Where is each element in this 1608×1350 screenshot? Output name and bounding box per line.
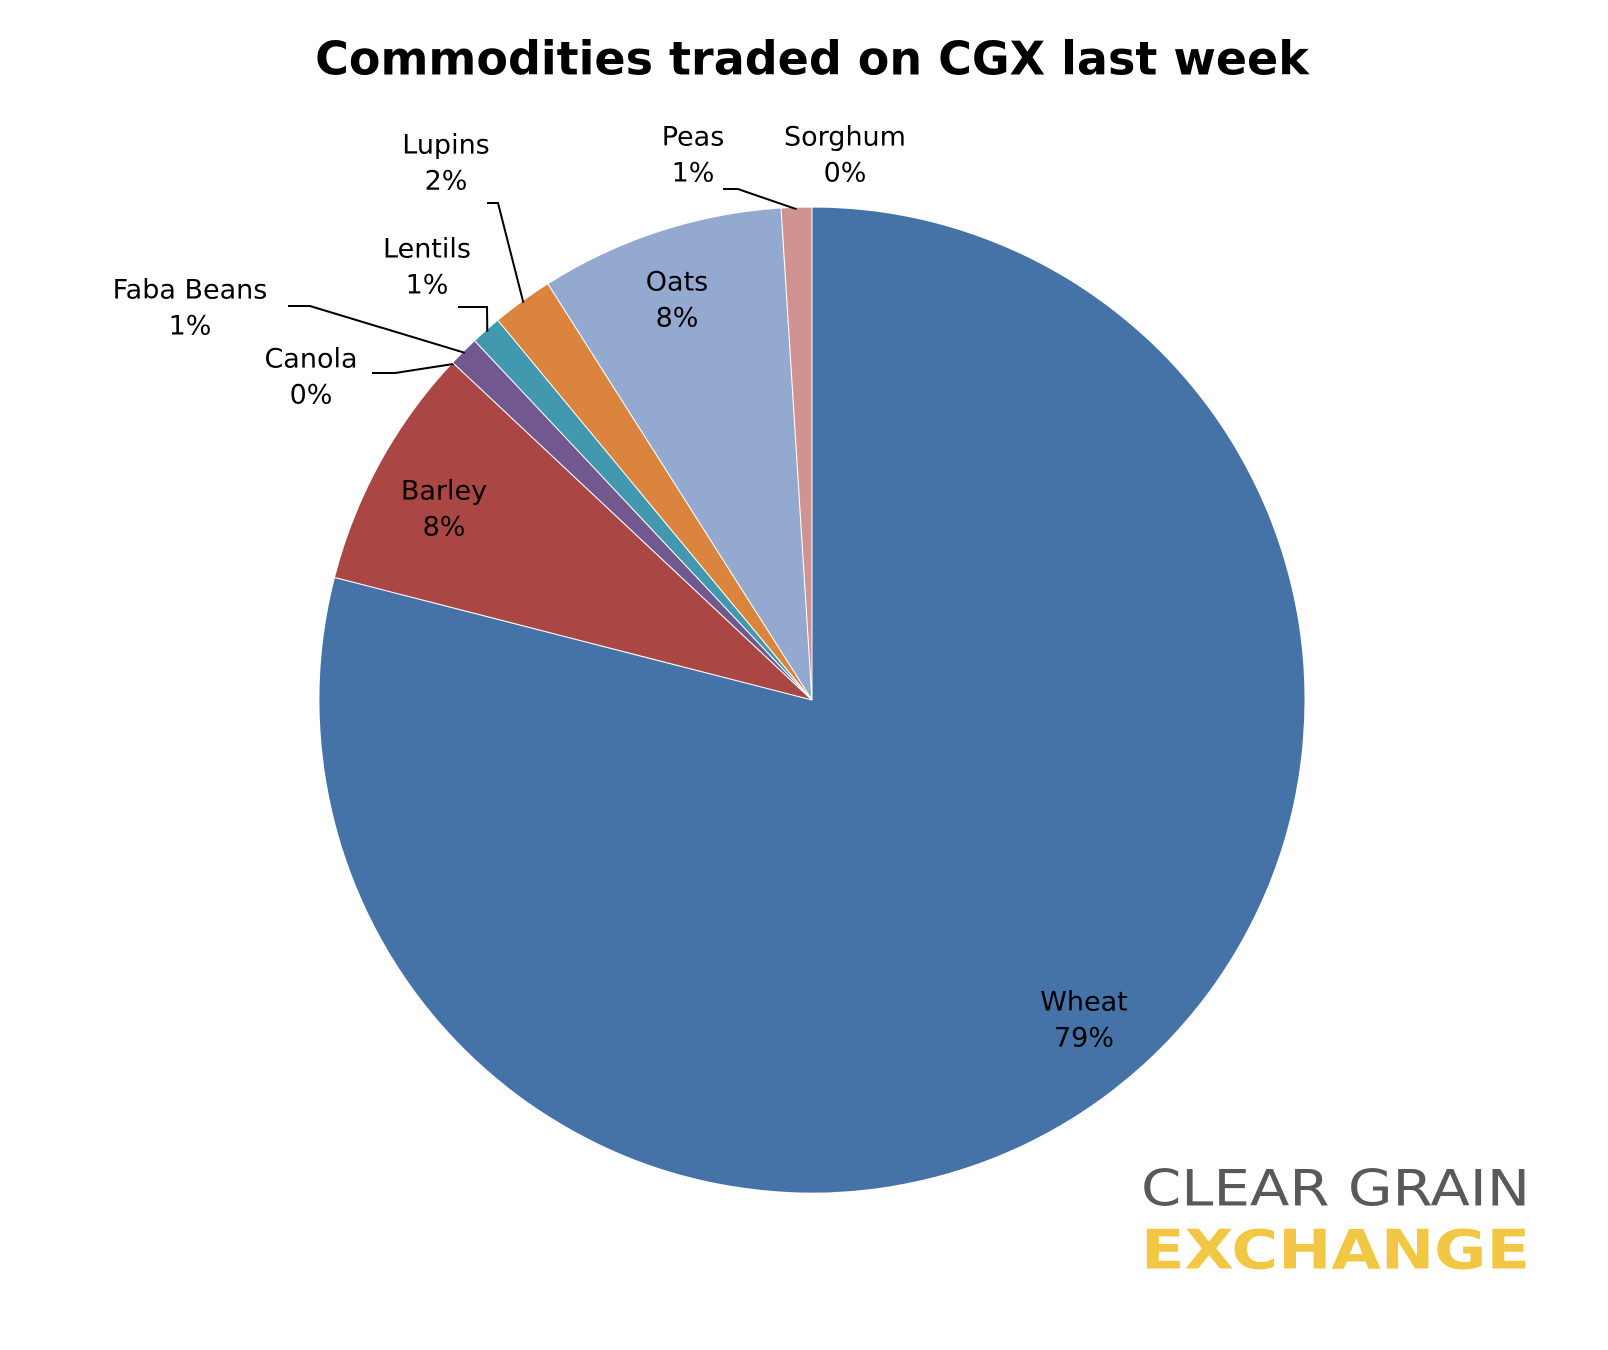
chart-title: Commodities traded on CGX last week — [315, 32, 1310, 86]
slice-value-label: 0% — [290, 380, 333, 411]
slice-value-label: 1% — [406, 270, 449, 301]
slice-value-label: 8% — [656, 303, 699, 334]
slice-label: Faba Beans — [113, 275, 268, 306]
slice-label: Peas — [662, 122, 725, 153]
slice-label: Wheat — [1040, 987, 1128, 1018]
logo-line-1: CLEAR GRAIN — [1141, 1160, 1530, 1218]
slice-value-label: 2% — [425, 166, 468, 197]
slice-label: Barley — [401, 476, 487, 507]
pie-slice — [547, 207, 813, 701]
slice-value-label: 0% — [824, 158, 867, 189]
leader-line — [458, 306, 489, 332]
leader-line — [723, 188, 797, 211]
slice-label: Lupins — [402, 130, 490, 161]
pie-slice — [333, 361, 813, 701]
slice-label: Canola — [264, 344, 357, 375]
slice-label: Oats — [646, 267, 708, 298]
logo-line-2: EXCHANGE — [1141, 1219, 1530, 1282]
slice-label: Sorghum — [784, 122, 906, 153]
slice-value-label: 8% — [423, 512, 466, 543]
slice-value-label: 1% — [672, 158, 715, 189]
slice-value-label: 79% — [1054, 1023, 1114, 1054]
leader-line — [288, 305, 466, 354]
leader-line — [372, 362, 455, 374]
slice-value-label: 1% — [169, 311, 212, 342]
slice-label: Lentils — [383, 234, 471, 265]
leader-line — [487, 202, 525, 304]
